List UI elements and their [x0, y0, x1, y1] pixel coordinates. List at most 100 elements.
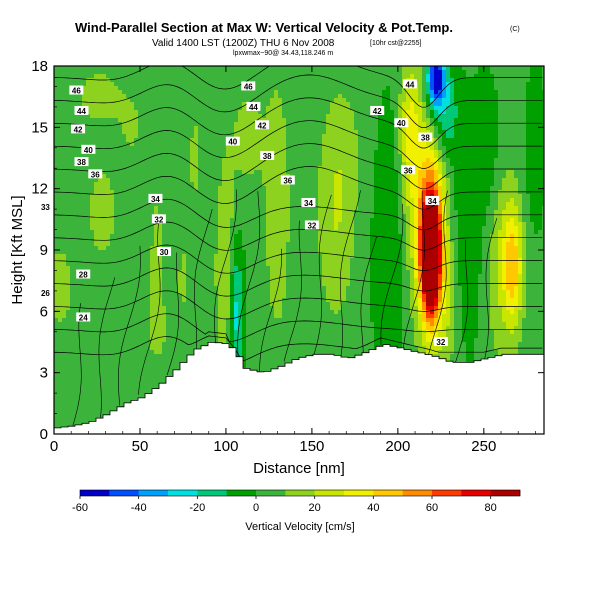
field-cell	[210, 114, 215, 119]
field-cell	[262, 342, 267, 347]
field-cell	[138, 234, 143, 239]
field-cell	[138, 170, 143, 175]
field-cell	[142, 146, 147, 151]
field-cell	[142, 322, 147, 327]
field-cell	[102, 226, 107, 231]
field-cell	[174, 178, 179, 183]
field-cell	[158, 154, 163, 159]
field-cell	[138, 94, 143, 99]
field-cell	[70, 242, 75, 247]
field-cell	[106, 162, 111, 167]
field-cell	[142, 302, 147, 307]
field-cell	[146, 218, 151, 223]
field-cell	[98, 194, 103, 199]
field-cell	[94, 274, 99, 279]
field-cell	[62, 318, 67, 323]
field-cell	[86, 138, 91, 143]
field-cell	[98, 270, 103, 275]
field-cell	[162, 322, 167, 327]
field-cell	[130, 106, 135, 111]
field-cell	[114, 182, 119, 187]
field-cell	[82, 134, 87, 139]
field-cell	[98, 162, 103, 167]
field-cell	[238, 342, 243, 347]
field-cell	[94, 338, 99, 343]
field-cell	[242, 334, 247, 339]
field-cell	[126, 114, 131, 119]
field-cell	[54, 370, 59, 375]
field-cell	[238, 66, 243, 71]
field-cell	[138, 198, 143, 203]
field-cell	[66, 206, 71, 211]
field-cell	[90, 294, 95, 299]
field-cell	[70, 270, 75, 275]
field-cell	[258, 178, 263, 183]
field-cell	[138, 358, 143, 363]
field-cell	[150, 154, 155, 159]
field-cell	[154, 210, 159, 215]
field-cell	[58, 286, 63, 291]
field-cell	[118, 298, 123, 303]
field-cell	[122, 198, 127, 203]
field-cell	[214, 310, 219, 315]
field-cell	[58, 166, 63, 171]
field-cell	[170, 226, 175, 231]
field-cell	[98, 302, 103, 307]
field-cell	[98, 406, 103, 411]
field-cell	[230, 242, 235, 247]
field-cell	[190, 86, 195, 91]
field-cell	[70, 178, 75, 183]
field-cell	[178, 190, 183, 195]
field-cell	[242, 166, 247, 171]
field-cell	[138, 86, 143, 91]
field-cell	[90, 394, 95, 399]
field-cell	[110, 138, 115, 143]
field-cell	[210, 106, 215, 111]
field-cell	[170, 198, 175, 203]
field-cell	[218, 294, 223, 299]
field-cell	[222, 86, 227, 91]
field-cell	[210, 154, 215, 159]
field-cell	[222, 250, 227, 255]
field-cell	[78, 194, 83, 199]
field-cell	[98, 358, 103, 363]
field-cell	[82, 310, 87, 315]
field-cell	[134, 178, 139, 183]
field-cell	[254, 166, 259, 171]
field-cell	[62, 266, 67, 271]
field-cell	[190, 198, 195, 203]
field-cell	[238, 74, 243, 79]
field-cell	[146, 314, 151, 319]
field-cell	[154, 310, 159, 315]
field-cell	[110, 210, 115, 215]
field-cell	[82, 238, 87, 243]
field-cell	[74, 94, 79, 99]
field-cell	[226, 334, 231, 339]
field-cell	[222, 338, 227, 343]
field-cell	[190, 334, 195, 339]
field-cell	[162, 102, 167, 107]
field-cell	[270, 130, 275, 135]
field-cell	[130, 330, 135, 335]
field-cell	[98, 338, 103, 343]
field-cell	[58, 370, 63, 375]
field-cell	[102, 290, 107, 295]
field-cell	[134, 206, 139, 211]
field-cell	[230, 174, 235, 179]
field-cell	[206, 298, 211, 303]
field-cell	[186, 110, 191, 115]
field-cell	[130, 102, 135, 107]
field-cell	[178, 290, 183, 295]
field-cell	[238, 94, 243, 99]
field-cell	[222, 258, 227, 263]
field-cell	[118, 66, 123, 71]
field-cell	[74, 290, 79, 295]
field-cell	[198, 202, 203, 207]
field-cell	[262, 206, 267, 211]
field-cell	[134, 306, 139, 311]
field-cell	[194, 250, 199, 255]
field-cell	[202, 154, 207, 159]
field-cell	[234, 314, 239, 319]
field-cell	[62, 162, 67, 167]
field-cell	[82, 206, 87, 211]
